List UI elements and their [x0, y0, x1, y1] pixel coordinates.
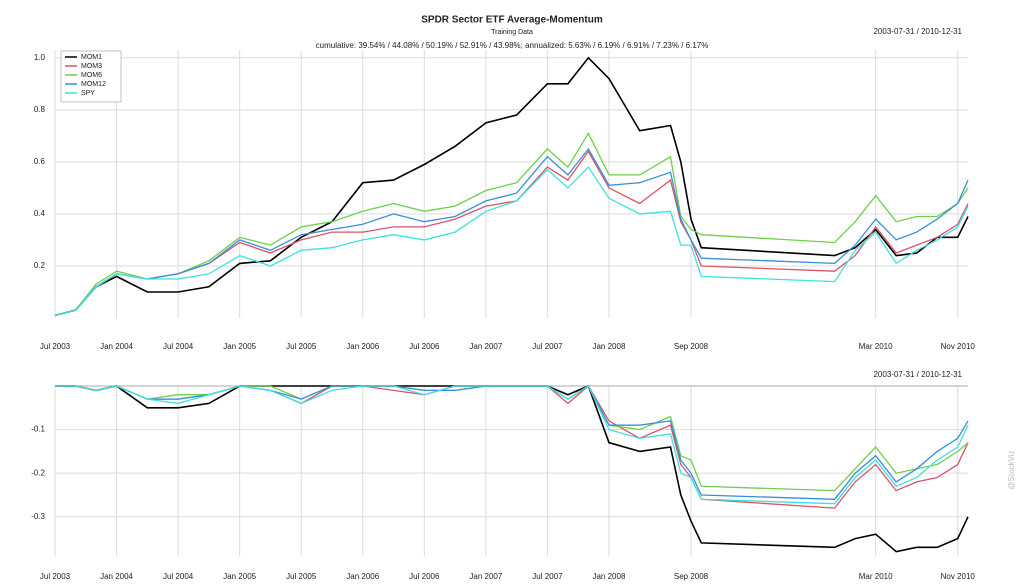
chart-subtitle: Training Data	[491, 29, 533, 36]
y-tick-label: -0.1	[31, 425, 45, 434]
y-tick-label: -0.3	[31, 512, 45, 521]
x-tick-label: Jul 2007	[532, 342, 563, 351]
x-tick-label: Sep 2008	[674, 342, 709, 351]
x-tick-label: Jan 2005	[223, 572, 256, 581]
x-tick-label: Jan 2004	[100, 342, 133, 351]
watermark: @StockViz	[1007, 450, 1016, 489]
series-line	[55, 385, 969, 509]
x-tick-label: Jul 2005	[286, 572, 317, 581]
x-tick-label: Jan 2006	[346, 342, 379, 351]
y-tick-label: 0.6	[34, 157, 46, 166]
x-tick-label: Jul 2006	[409, 572, 440, 581]
series-line	[54, 147, 969, 317]
series-line	[55, 385, 969, 505]
y-tick-label: -0.2	[31, 468, 45, 477]
x-tick-label: Jan 2007	[469, 572, 502, 581]
legend-label: SPY	[81, 90, 95, 97]
series-line	[54, 56, 969, 317]
x-tick-label: Mar 2010	[859, 572, 893, 581]
x-tick-label: Jan 2008	[592, 342, 625, 351]
x-tick-label: Jan 2007	[469, 342, 502, 351]
series-line	[54, 150, 969, 317]
x-tick-label: Jul 2005	[286, 342, 317, 351]
date-range: 2003-07-31 / 2010-12-31	[873, 27, 962, 36]
chart-title: SPDR Sector ETF Average-Momentum	[421, 15, 603, 26]
x-tick-label: Jul 2003	[40, 572, 71, 581]
legend-label: MOM6	[81, 72, 102, 79]
y-tick-label: 0.8	[34, 105, 46, 114]
x-tick-label: Mar 2010	[859, 342, 893, 351]
x-tick-label: Sep 2008	[674, 572, 709, 581]
series-line	[55, 385, 969, 492]
series-line	[55, 384, 969, 553]
x-tick-label: Jul 2004	[163, 342, 194, 351]
legend-label: MOM12	[81, 81, 106, 88]
x-tick-label: Jul 2006	[409, 342, 440, 351]
y-tick-label: 0.4	[34, 209, 46, 218]
x-tick-label: Jan 2006	[346, 572, 379, 581]
legend-label: MOM3	[81, 63, 102, 70]
x-tick-label: Nov 2010	[941, 572, 976, 581]
series-line	[55, 385, 969, 500]
x-tick-label: Nov 2010	[941, 342, 976, 351]
y-tick-label: 0.2	[34, 261, 46, 270]
annotation: cumulative: 39.54% / 44.08% / 50.19% / 5…	[316, 41, 709, 50]
x-tick-label: Jul 2007	[532, 572, 563, 581]
x-tick-label: Jul 2004	[163, 572, 194, 581]
x-tick-label: Jan 2005	[223, 342, 256, 351]
series-line	[54, 166, 969, 317]
date-range: 2003-07-31 / 2010-12-31	[873, 370, 962, 379]
x-tick-label: Jul 2003	[40, 342, 71, 351]
legend-label: MOM1	[81, 54, 102, 61]
y-tick-label: 1.0	[34, 53, 46, 62]
x-tick-label: Jan 2004	[100, 572, 133, 581]
series-line	[54, 131, 969, 317]
x-tick-label: Jan 2008	[592, 572, 625, 581]
